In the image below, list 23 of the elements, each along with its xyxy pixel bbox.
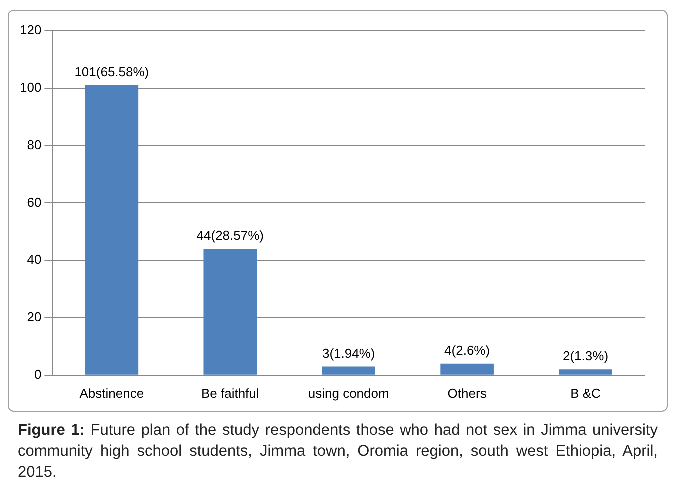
caption: Figure 1: Future plan of the study respondents those who had not sex in Jimma university community high school students, Jimma town, Oromia region, south west Ethiopia, April, 2015. <box>18 421 658 483</box>
bar <box>204 249 258 375</box>
data-label: 44(28.57%) <box>196 228 264 244</box>
data-label: 101(65.58%) <box>74 64 150 80</box>
y-tick-label: 20 <box>27 310 42 325</box>
y-tick-label: 80 <box>27 137 42 152</box>
bar <box>322 366 376 375</box>
data-label: 3(1.94%) <box>322 346 376 361</box>
bar <box>440 364 494 375</box>
bar <box>85 86 139 375</box>
x-tick-label: Be faithful <box>201 386 260 401</box>
y-tick-label: 120 <box>20 22 42 38</box>
y-tick-label: 60 <box>27 194 42 210</box>
x-tick-label: Abstinence <box>80 386 144 401</box>
y-tick-label: 40 <box>27 252 42 268</box>
y-tick-label: 0 <box>34 366 42 382</box>
y-tick-label: 100 <box>20 80 42 95</box>
x-tick-label: using condom <box>308 386 390 401</box>
data-label: 4(2.6%) <box>444 343 490 358</box>
data-label: 2(1.3%) <box>563 348 609 364</box>
x-tick-label: B &C <box>570 386 601 401</box>
x-tick-label: Others <box>448 386 488 401</box>
bar <box>559 370 612 375</box>
